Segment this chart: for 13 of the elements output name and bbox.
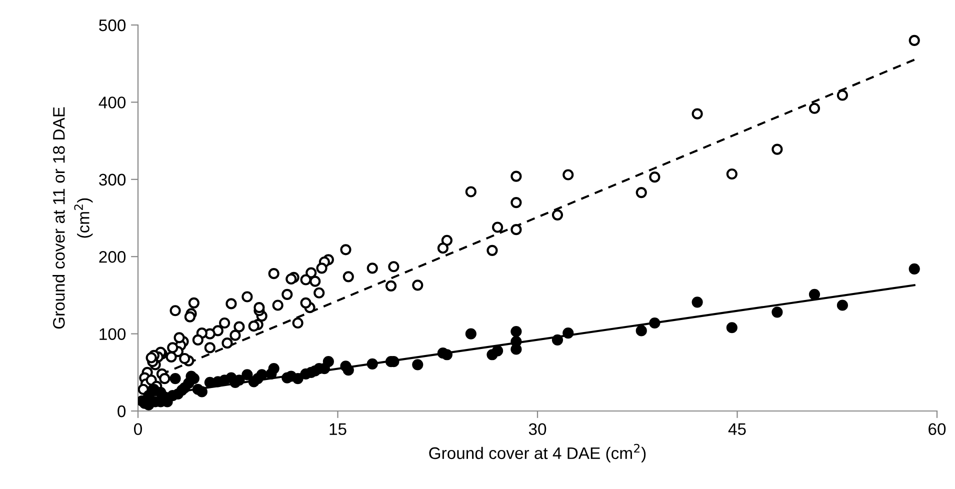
x-tick-label: 60	[928, 423, 946, 436]
y-tick-label: 500	[99, 19, 126, 32]
x-tick-label: 0	[134, 423, 142, 436]
y-tick-label: 0	[118, 405, 126, 418]
y-tick-label: 400	[98, 96, 126, 108]
y-tick-label: 100	[100, 328, 126, 340]
x-axis-title: Ground cover at 4 DAE (cm$^{2}$)	[429, 444, 646, 462]
y-axis-title: Ground cover at 11 or 18 DAE (cm$^{2}$)	[52, 107, 93, 329]
x-tick-label: 45	[728, 423, 746, 436]
y-tick-label: 200	[99, 251, 126, 263]
y-tick-label: 300	[99, 174, 126, 186]
x-tick-label: 30	[528, 423, 546, 436]
x-tick-label: 15	[330, 423, 346, 436]
